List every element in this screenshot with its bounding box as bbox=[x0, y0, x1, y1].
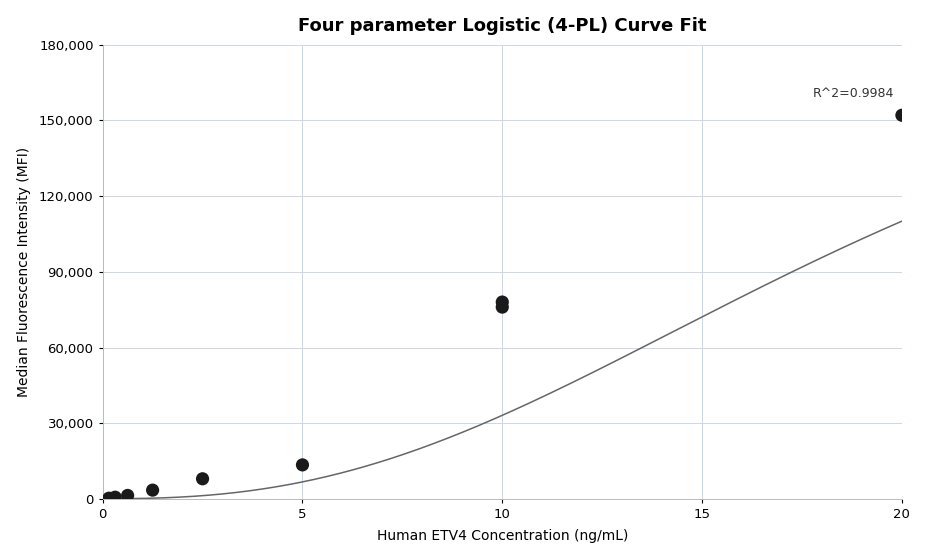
Point bbox=[495, 297, 510, 306]
Point bbox=[295, 460, 310, 469]
Title: Four parameter Logistic (4-PL) Curve Fit: Four parameter Logistic (4-PL) Curve Fit bbox=[298, 17, 706, 35]
X-axis label: Human ETV4 Concentration (ng/mL): Human ETV4 Concentration (ng/mL) bbox=[376, 529, 628, 543]
Point bbox=[196, 474, 210, 483]
Point bbox=[495, 302, 510, 311]
Point bbox=[146, 486, 160, 494]
Point bbox=[121, 491, 135, 500]
Y-axis label: Median Fluorescence Intensity (MFI): Median Fluorescence Intensity (MFI) bbox=[17, 147, 31, 397]
Point bbox=[101, 494, 116, 503]
Point bbox=[108, 493, 122, 502]
Text: R^2=0.9984: R^2=0.9984 bbox=[813, 87, 894, 100]
Point bbox=[895, 111, 909, 120]
